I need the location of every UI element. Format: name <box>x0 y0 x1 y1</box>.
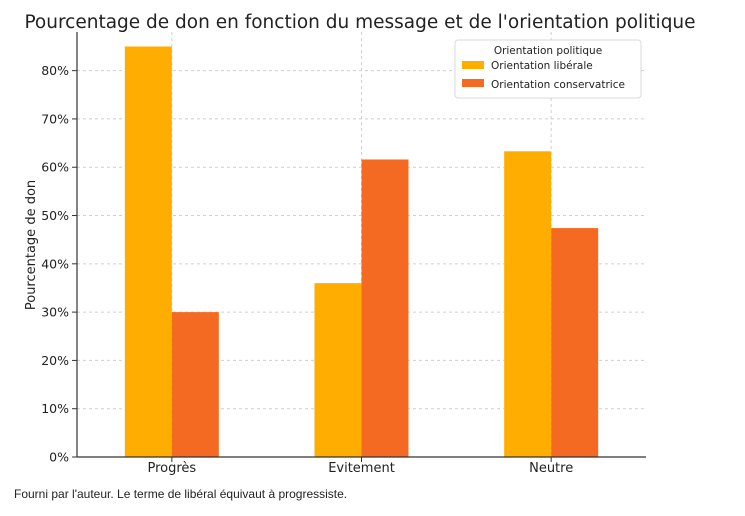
y-tick-label: 30% <box>41 305 69 320</box>
axes: 0% 10% 20% 30% 40% 50% 60% 70% 80% Progrès Eviteme… <box>41 32 646 476</box>
bar-liberal-2 <box>504 151 552 457</box>
legend-swatch-conservative <box>462 79 484 87</box>
legend-title: Orientation politique <box>494 45 602 57</box>
y-tick-label: 20% <box>41 353 69 368</box>
y-tick-label: 60% <box>41 160 69 175</box>
y-tick-label: 40% <box>41 256 69 271</box>
bar-liberal-1 <box>314 283 362 457</box>
bar-conservative-0 <box>171 312 219 457</box>
legend-label-liberal: Orientation libérale <box>491 60 593 72</box>
chart-title: Pourcentage de don en fonction du messag… <box>24 12 695 33</box>
legend-label-conservative: Orientation conservatrice <box>491 79 625 91</box>
y-tick-label: 80% <box>41 63 69 78</box>
y-axis-label: Pourcentage de don <box>24 180 39 310</box>
bars <box>124 46 599 457</box>
bar-conservative-2 <box>551 228 599 457</box>
x-tick-label: Neutre <box>529 461 573 476</box>
y-tick-label: 50% <box>41 208 69 223</box>
x-tick-label: Evitement <box>328 461 395 476</box>
bar-liberal-0 <box>124 46 172 457</box>
bar-conservative-1 <box>361 159 409 457</box>
legend-box <box>454 39 642 99</box>
y-tick-label: 0% <box>49 450 69 465</box>
legend: Orientation politique Orientation libéra… <box>454 39 642 99</box>
y-tick-label: 70% <box>41 111 69 126</box>
legend-swatch-liberal <box>462 61 484 69</box>
figure-caption: Fourni par l'auteur. Le terme de libéral… <box>14 487 348 501</box>
x-tick-label: Progrès <box>147 461 196 476</box>
y-tick-label: 10% <box>41 401 69 416</box>
